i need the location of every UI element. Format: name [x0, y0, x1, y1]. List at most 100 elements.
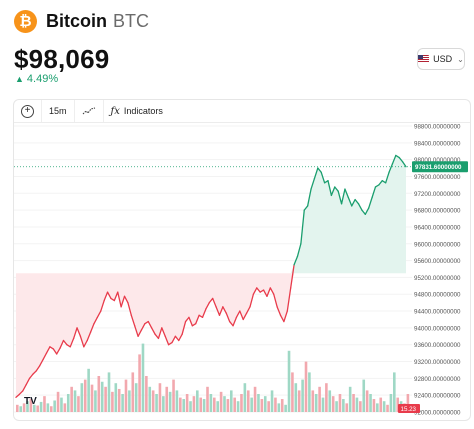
y-tick-label: 96400.00000000 — [414, 224, 461, 231]
volume-bar — [308, 372, 311, 412]
price-chart-panel: + 15m ƒx Indicators 98800.00000000 98400.… — [13, 99, 471, 421]
volume-bar — [199, 397, 203, 412]
volume-bar — [39, 401, 43, 412]
price-line-segment — [327, 180, 333, 197]
volume-bar — [158, 383, 162, 412]
y-tick-label: 98800.00000000 — [414, 124, 461, 131]
volume-bar — [328, 390, 332, 412]
add-indicator-button[interactable]: + — [14, 100, 42, 122]
price-line-segment — [188, 316, 193, 327]
volume-bar — [365, 390, 369, 412]
price-line-segment — [296, 243, 302, 258]
price-line-segment — [93, 316, 99, 325]
y-tick-label: 96000.00000000 — [414, 241, 461, 248]
volume-bar — [229, 390, 233, 412]
volume-bar — [138, 354, 141, 412]
volume-bar — [19, 406, 22, 412]
price-line-segment — [137, 329, 143, 337]
price-line-segment — [32, 370, 37, 375]
volume-bar — [131, 372, 135, 412]
price-line-segment — [266, 287, 271, 297]
currency-label: USD — [433, 54, 453, 64]
indicators-button[interactable]: ƒx Indicators — [104, 100, 170, 122]
volume-bar — [342, 399, 345, 412]
price-line-segment — [256, 287, 261, 293]
volume-bar — [77, 396, 80, 412]
volume-bar — [352, 394, 355, 412]
price-line-segment — [195, 314, 200, 325]
price-line-segment — [35, 365, 41, 372]
price-line-segment — [222, 306, 227, 314]
volume-bar — [29, 399, 33, 412]
volume-bar — [145, 376, 148, 412]
chart-type-button[interactable] — [75, 100, 104, 122]
price-line-segment — [378, 180, 383, 186]
price-line-segment — [239, 310, 244, 321]
price-line-segment — [334, 186, 339, 192]
price-line-segment — [164, 335, 170, 346]
volume-bar — [196, 390, 199, 412]
volume-bar — [236, 401, 240, 412]
volume-bar — [94, 390, 97, 412]
price-line-segment — [215, 306, 221, 316]
price-line-segment — [300, 209, 305, 245]
volume-bar — [73, 390, 77, 412]
currency-selector[interactable]: USD ⌄ — [417, 48, 465, 70]
volume-bar — [348, 386, 352, 412]
price-line-segment — [361, 209, 366, 215]
volume-bar — [80, 383, 84, 412]
below-baseline-fill — [16, 273, 406, 398]
price-line-segment — [120, 295, 126, 308]
price-line-segment — [395, 154, 400, 159]
volume-bar — [226, 399, 230, 412]
coin-symbol: BTC — [113, 10, 149, 31]
price-line-segment — [235, 310, 241, 319]
price-chart[interactable]: 98800.00000000 98400.00000000 98000.000000… — [14, 122, 470, 420]
price-line-segment — [52, 348, 58, 355]
volume-bar — [97, 376, 101, 412]
price-line-segment — [398, 156, 404, 163]
price-line-segment — [157, 327, 163, 340]
price-line-segment — [279, 314, 285, 323]
price-line-segment — [310, 177, 316, 190]
interval-label: 15m — [49, 106, 67, 116]
volume-bar — [90, 384, 94, 412]
volume-bar — [192, 396, 196, 412]
volume-bar — [111, 391, 114, 412]
volume-bar — [53, 400, 56, 412]
price-line-segment — [245, 306, 251, 314]
volume-bar — [297, 390, 301, 412]
volume-bar — [172, 379, 175, 412]
interval-button[interactable]: 15m — [42, 100, 75, 122]
price-line-segment — [28, 373, 34, 380]
price-line-segment — [293, 255, 299, 266]
price-line-segment — [337, 190, 343, 205]
volume-bar — [260, 399, 264, 412]
line-chart-icon — [82, 107, 95, 115]
volume-bar — [128, 390, 131, 412]
coin-name: Bitcoin — [46, 10, 107, 31]
volume-bar — [213, 397, 216, 412]
volume-bar — [148, 386, 152, 412]
volume-bar — [70, 386, 73, 412]
volume-bar — [294, 383, 298, 412]
price-line-segment — [151, 327, 156, 335]
price-line-segment — [212, 297, 217, 308]
price-line-segment — [184, 316, 190, 323]
price-line-segment — [22, 384, 27, 392]
volume-bar — [291, 372, 294, 412]
bitcoin-icon: ₿ — [14, 9, 37, 33]
price-line-segment — [249, 293, 255, 308]
volume-bar — [168, 391, 172, 412]
volume-bar — [22, 403, 26, 412]
volume-bar — [389, 394, 393, 412]
y-tick-label: 92000.00000000 — [414, 410, 461, 417]
price-line-segment — [259, 289, 265, 293]
volume-bar — [270, 390, 274, 412]
volume-bar — [345, 403, 349, 412]
price-line-segment — [181, 320, 187, 335]
price-line-segment — [269, 287, 275, 295]
price-line-segment — [198, 314, 204, 319]
price-line-segment — [320, 171, 326, 184]
volume-bar — [274, 397, 277, 412]
